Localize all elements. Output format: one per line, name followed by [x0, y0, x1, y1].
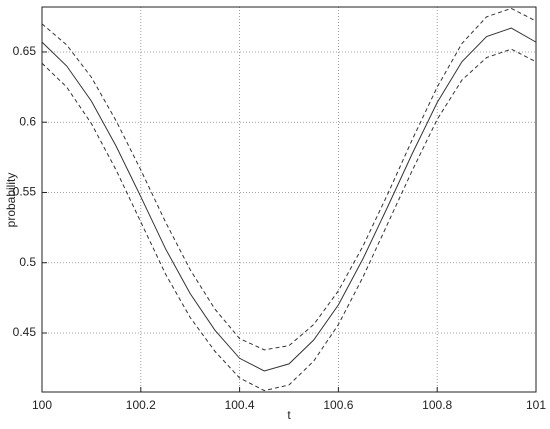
x-tick-label: 100.2 — [126, 398, 156, 412]
y-tick-label: 0.5 — [19, 255, 36, 269]
y-tick-label: 0.55 — [13, 185, 37, 199]
line-series — [41, 27, 537, 372]
plot-frame — [41, 6, 537, 393]
y-tick-label: 0.6 — [19, 114, 36, 128]
x-tick-label: 101 — [526, 398, 546, 412]
x-tick-label: 100.4 — [225, 398, 255, 412]
x-tick-label: 100.6 — [323, 398, 353, 412]
plot-area — [42, 7, 536, 392]
y-tick-label: 0.65 — [13, 44, 37, 58]
line-series — [41, 7, 537, 351]
y-axis-label: probability — [4, 173, 18, 228]
x-tick-label: 100 — [32, 398, 52, 412]
line-series — [41, 48, 537, 392]
x-axis-label: t — [287, 408, 291, 422]
y-tick-label: 0.45 — [13, 325, 37, 339]
x-tick-label: 100.8 — [422, 398, 452, 412]
